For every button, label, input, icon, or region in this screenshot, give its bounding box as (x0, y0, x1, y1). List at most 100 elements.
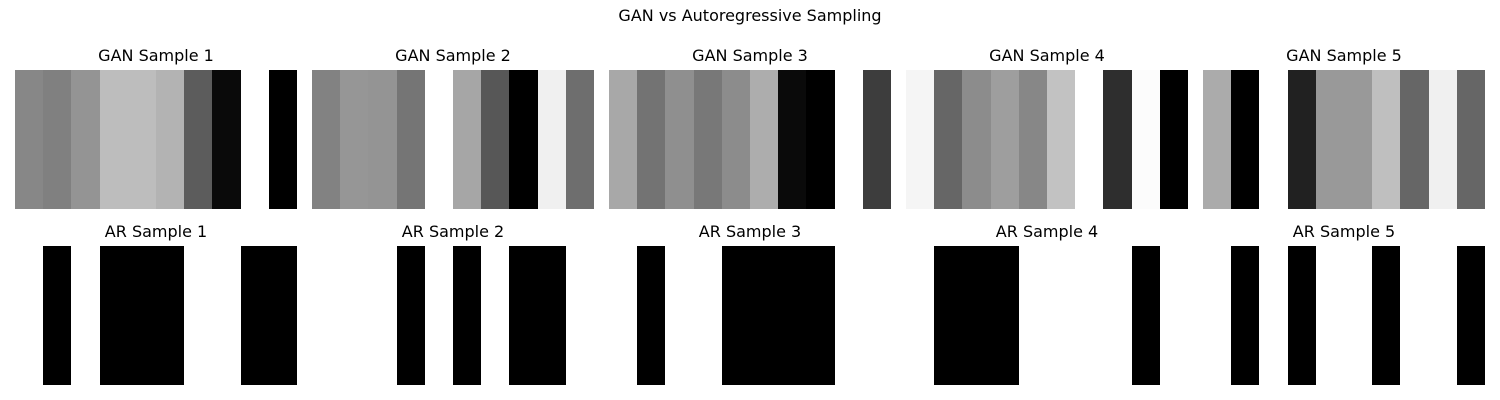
heatmap-cell (156, 246, 184, 385)
gan-sample-2-title: GAN Sample 2 (395, 46, 511, 65)
gan-sample-3-title: GAN Sample 3 (692, 46, 808, 65)
heatmap-cell (212, 246, 241, 385)
heatmap-cell (1372, 70, 1400, 209)
heatmap-cell (934, 70, 962, 209)
heatmap-cell (1019, 70, 1047, 209)
heatmap-cell (43, 70, 71, 209)
heatmap-cell (1400, 246, 1429, 385)
heatmap-cell (1231, 246, 1259, 385)
heatmap-cell (806, 70, 835, 209)
heatmap-cell (425, 246, 453, 385)
ar-sample-2-heatmap (312, 246, 594, 385)
heatmap-cell (71, 246, 100, 385)
gan-sample-5-title: GAN Sample 5 (1286, 46, 1402, 65)
heatmap-cell (835, 70, 863, 209)
heatmap-cell (538, 70, 566, 209)
heatmap-cell (15, 70, 43, 209)
heatmap-cell (453, 246, 481, 385)
heatmap-cell (184, 70, 212, 209)
heatmap-cell (806, 246, 835, 385)
heatmap-cell (1457, 246, 1485, 385)
heatmap-cell (1047, 70, 1075, 209)
heatmap-cell (665, 246, 694, 385)
heatmap-cell (1075, 70, 1103, 209)
heatmap-cell (1132, 70, 1160, 209)
heatmap-cell (665, 70, 694, 209)
heatmap-cell (566, 246, 594, 385)
heatmap-cell (694, 246, 722, 385)
heatmap-cell (750, 246, 778, 385)
heatmap-cell (1457, 70, 1485, 209)
heatmap-cell (778, 70, 806, 209)
heatmap-cell (100, 246, 128, 385)
heatmap-cell (1316, 246, 1344, 385)
heatmap-cell (71, 70, 100, 209)
heatmap-cell (1259, 70, 1288, 209)
gan-sample-3-heatmap (609, 70, 891, 209)
heatmap-cell (694, 70, 722, 209)
heatmap-cell (453, 70, 481, 209)
heatmap-cell (368, 246, 397, 385)
heatmap-cell (241, 246, 269, 385)
heatmap-cell (1160, 246, 1188, 385)
heatmap-cell (1231, 70, 1259, 209)
heatmap-cell (212, 70, 241, 209)
heatmap-cell (269, 246, 297, 385)
heatmap-cell (906, 70, 934, 209)
heatmap-cell (425, 70, 453, 209)
heatmap-cell (991, 246, 1019, 385)
heatmap-cell (269, 70, 297, 209)
heatmap-cell (1203, 246, 1231, 385)
heatmap-cell (1344, 70, 1372, 209)
heatmap-cell (1160, 70, 1188, 209)
heatmap-cell (835, 246, 863, 385)
heatmap-cell (340, 246, 368, 385)
heatmap-cell (184, 246, 212, 385)
heatmap-cell (1288, 70, 1316, 209)
heatmap-cell (1344, 246, 1372, 385)
heatmap-cell (566, 70, 594, 209)
heatmap-cell (397, 70, 425, 209)
heatmap-cell (128, 70, 156, 209)
heatmap-cell (1400, 70, 1429, 209)
heatmap-cell (397, 246, 425, 385)
gan-sample-1-heatmap (15, 70, 297, 209)
heatmap-cell (312, 70, 340, 209)
heatmap-cell (312, 246, 340, 385)
heatmap-cell (481, 70, 509, 209)
heatmap-cell (1316, 70, 1344, 209)
heatmap-cell (368, 70, 397, 209)
heatmap-cell (340, 70, 368, 209)
heatmap-cell (1372, 246, 1400, 385)
heatmap-cell (991, 70, 1019, 209)
heatmap-cell (1259, 246, 1288, 385)
heatmap-cell (906, 246, 934, 385)
heatmap-cell (1075, 246, 1103, 385)
ar-sample-3-heatmap (609, 246, 891, 385)
ar-sample-1-heatmap (15, 246, 297, 385)
ar-sample-1-title: AR Sample 1 (104, 222, 208, 241)
heatmap-cell (637, 70, 665, 209)
heatmap-cell (1019, 246, 1047, 385)
heatmap-cell (1288, 246, 1316, 385)
ar-sample-5-heatmap (1203, 246, 1485, 385)
heatmap-cell (722, 246, 750, 385)
heatmap-cell (863, 246, 891, 385)
figure-title: GAN vs Autoregressive Sampling (618, 6, 882, 25)
heatmap-cell (609, 70, 637, 209)
gan-sample-1-title: GAN Sample 1 (98, 46, 214, 65)
heatmap-cell (128, 246, 156, 385)
heatmap-cell (156, 70, 184, 209)
heatmap-cell (750, 70, 778, 209)
heatmap-cell (15, 246, 43, 385)
heatmap-cell (1203, 70, 1231, 209)
gan-sample-5-heatmap (1203, 70, 1485, 209)
heatmap-cell (1132, 246, 1160, 385)
heatmap-cell (1047, 246, 1075, 385)
gan-sample-2-heatmap (312, 70, 594, 209)
gan-sample-4-heatmap (906, 70, 1188, 209)
heatmap-cell (43, 246, 71, 385)
ar-sample-4-title: AR Sample 4 (995, 222, 1099, 241)
heatmap-cell (481, 246, 509, 385)
heatmap-cell (722, 70, 750, 209)
